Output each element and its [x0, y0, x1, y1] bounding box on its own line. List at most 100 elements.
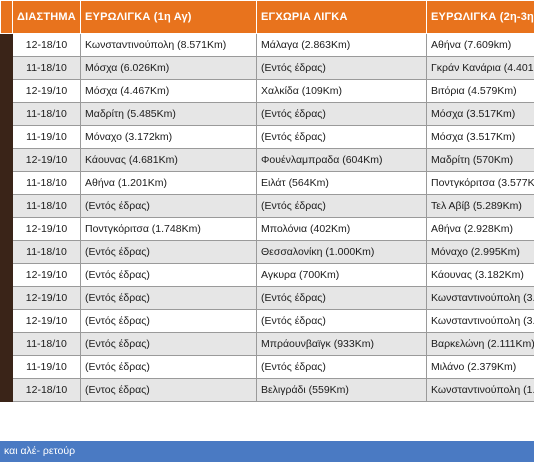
table-row: 12-19/10 (Εντός έδρας) (Εντός έδρας) Κωνστα…: [0, 286, 534, 310]
euroleague-2nd-3rd-game-cell: Ποντγκόριτσα (3.577Km): [426, 171, 534, 195]
table-row: 11-18/10 (Εντός έδρας) Μπράουνβαϊγκ (933Km…: [0, 332, 534, 356]
euroleague-2nd-3rd-game-cell: Κωνσταντινούπολη (1.645Km): [426, 378, 534, 402]
table-row: 11-18/10 (Εντός έδρας) Θεσσαλονίκη (1.000K…: [0, 240, 534, 264]
table-row: 11-19/10 Μόναχο (3.172km) (Εντός έδρας) Μόσ…: [0, 125, 534, 149]
euroleague-1st-game-cell: (Εντός έδρας): [80, 194, 257, 218]
table-row: 12-19/10 Μόσχα (4.467Km) Χαλκίδα (109Km) Βι…: [0, 79, 534, 103]
table-row: 11-19/10 (Εντός έδρας) (Εντός έδρας) Μιλάνο…: [0, 355, 534, 379]
row-stripe-cell: [0, 309, 13, 333]
domestic-league-cell: Ειλάτ (564Km): [256, 171, 427, 195]
row-stripe-cell: [0, 56, 13, 80]
period-cell: 11-18/10: [12, 56, 81, 80]
travel-schedule-table: ΔΙΑΣΤΗΜΑ ΕΥΡΩΛΙΓΚΑ (1η Αγ) ΕΓΧΩΡΙΑ ΛΙΓΚΑ…: [0, 0, 534, 402]
period-cell: 12-19/10: [12, 148, 81, 172]
euroleague-1st-game-cell: (Εντός έδρας): [80, 332, 257, 356]
period-cell: 12-19/10: [12, 309, 81, 333]
period-cell: 11-18/10: [12, 240, 81, 264]
domestic-league-cell: (Εντός έδρας): [256, 125, 427, 149]
period-cell: 11-18/10: [12, 332, 81, 356]
table-row: 12-19/10 Κάουνας (4.681Km) Φουένλαμπραδα (…: [0, 148, 534, 172]
euroleague-2nd-3rd-game-cell: Μιλάνο (2.379Km): [426, 355, 534, 379]
euroleague-2nd-3rd-game-cell: Βιτόρια (4.579Km): [426, 79, 534, 103]
period-cell: 11-18/10: [12, 102, 81, 126]
euroleague-2nd-3rd-game-cell: Αθήνα (2.928Km): [426, 217, 534, 241]
domestic-league-cell: (Εντός έδρας): [256, 194, 427, 218]
row-stripe-cell: [0, 79, 13, 103]
euroleague-1st-game-cell: Μόσχα (4.467Km): [80, 79, 257, 103]
row-stripe-cell: [0, 263, 13, 287]
domestic-league-cell: (Εντός έδρας): [256, 286, 427, 310]
table-row: 11-18/10 Αθήνα (1.201Km) Ειλάτ (564Km) Ποντ…: [0, 171, 534, 195]
domestic-league-cell: (Εντός έδρας): [256, 102, 427, 126]
euroleague-2nd-3rd-game-cell: Αθήνα (7.609km): [426, 33, 534, 57]
domestic-league-cell: Θεσσαλονίκη (1.000Km): [256, 240, 427, 264]
euroleague-1st-game-cell: Κωνσταντινούπολη (8.571Km): [80, 33, 257, 57]
domestic-league-cell: (Εντός έδρας): [256, 355, 427, 379]
euroleague-1st-game-cell: (Εντος έδρας): [80, 378, 257, 402]
euroleague-1st-game-cell: Κάουνας (4.681Km): [80, 148, 257, 172]
row-stripe-cell: [0, 148, 13, 172]
euroleague-2nd-3rd-game-cell: Κωνσταντινούπολη (3.182Km): [426, 309, 534, 333]
table-footer-note: και αλέ- ρετούρ: [0, 441, 534, 462]
euroleague-1st-game-cell: (Εντός έδρας): [80, 240, 257, 264]
header-euroleague-1st-game: ΕΥΡΩΛΙΓΚΑ (1η Αγ): [80, 0, 257, 34]
table-row: 12-18/10 (Εντος έδρας) Βελιγράδι (559Km) Κω…: [0, 378, 534, 402]
period-cell: 11-19/10: [12, 355, 81, 379]
euroleague-2nd-3rd-game-cell: Μόναχο (2.995Km): [426, 240, 534, 264]
row-stripe-cell: [0, 332, 13, 356]
domestic-league-cell: (Εντός έδρας): [256, 309, 427, 333]
euroleague-2nd-3rd-game-cell: Μαδρίτη (570Km): [426, 148, 534, 172]
euroleague-2nd-3rd-game-cell: Βαρκελώνη (2.111Km): [426, 332, 534, 356]
table-row: 11-18/10 (Εντός έδρας) (Εντός έδρας) Τελ Αβ…: [0, 194, 534, 218]
header-domestic-league: ΕΓΧΩΡΙΑ ΛΙΓΚΑ: [256, 0, 427, 34]
row-stripe-cell: [0, 217, 13, 241]
table-row: 12-18/10 Κωνσταντινούπολη (8.571Km) Μάλαγα…: [0, 33, 534, 57]
table-row: 11-18/10 Μαδρίτη (5.485Km) (Εντός έδρας) Μό…: [0, 102, 534, 126]
euroleague-1st-game-cell: Ποντγκόριτσα (1.748Km): [80, 217, 257, 241]
euroleague-1st-game-cell: Αθήνα (1.201Km): [80, 171, 257, 195]
domestic-league-cell: Αγκυρα (700Km): [256, 263, 427, 287]
euroleague-1st-game-cell: Μαδρίτη (5.485Km): [80, 102, 257, 126]
table-row: 12-19/10 Ποντγκόριτσα (1.748Km) Μπολόνια (…: [0, 217, 534, 241]
euroleague-2nd-3rd-game-cell: Μόσχα (3.517Km): [426, 125, 534, 149]
row-stripe-cell: [0, 33, 13, 57]
table-row: 12-19/10 (Εντός έδρας) Αγκυρα (700Km) Κάουν…: [0, 263, 534, 287]
period-cell: 12-19/10: [12, 286, 81, 310]
table-row: 12-19/10 (Εντός έδρας) (Εντός έδρας) Κωνστα…: [0, 309, 534, 333]
row-stripe-cell: [0, 171, 13, 195]
domestic-league-cell: Φουένλαμπραδα (604Km): [256, 148, 427, 172]
euroleague-1st-game-cell: (Εντός έδρας): [80, 309, 257, 333]
period-cell: 12-19/10: [12, 217, 81, 241]
euroleague-2nd-3rd-game-cell: Μόσχα (3.517Km): [426, 102, 534, 126]
table-row: 11-18/10 Μόσχα (6.026Km) (Εντός έδρας) Γκρά…: [0, 56, 534, 80]
row-stripe-cell: [0, 355, 13, 379]
header-row: ΔΙΑΣΤΗΜΑ ΕΥΡΩΛΙΓΚΑ (1η Αγ) ΕΓΧΩΡΙΑ ΛΙΓΚΑ…: [0, 0, 534, 34]
header-period: ΔΙΑΣΤΗΜΑ: [12, 0, 81, 34]
table-body: 12-18/10 Κωνσταντινούπολη (8.571Km) Μάλαγα…: [0, 33, 534, 402]
row-stripe-cell: [0, 102, 13, 126]
euroleague-2nd-3rd-game-cell: Κάουνας (3.182Km): [426, 263, 534, 287]
row-stripe-cell: [0, 240, 13, 264]
header-stripe-cell: [0, 0, 13, 34]
euroleague-2nd-3rd-game-cell: Τελ Αβίβ (5.289Km): [426, 194, 534, 218]
row-stripe-cell: [0, 125, 13, 149]
domestic-league-cell: (Εντός έδρας): [256, 56, 427, 80]
euroleague-1st-game-cell: (Εντός έδρας): [80, 286, 257, 310]
header-euroleague-2nd-3rd-game: ΕΥΡΩΛΙΓΚΑ (2η-3η Αγ): [426, 0, 534, 34]
domestic-league-cell: Μπράουνβαϊγκ (933Km): [256, 332, 427, 356]
period-cell: 11-18/10: [12, 171, 81, 195]
period-cell: 11-18/10: [12, 194, 81, 218]
row-stripe-cell: [0, 378, 13, 402]
row-stripe-cell: [0, 194, 13, 218]
euroleague-1st-game-cell: (Εντός έδρας): [80, 355, 257, 379]
period-cell: 11-19/10: [12, 125, 81, 149]
row-stripe-cell: [0, 286, 13, 310]
domestic-league-cell: Μάλαγα (2.863Km): [256, 33, 427, 57]
period-cell: 12-18/10: [12, 33, 81, 57]
euroleague-1st-game-cell: Μόναχο (3.172km): [80, 125, 257, 149]
period-cell: 12-19/10: [12, 79, 81, 103]
euroleague-1st-game-cell: Μόσχα (6.026Km): [80, 56, 257, 80]
period-cell: 12-19/10: [12, 263, 81, 287]
domestic-league-cell: Βελιγράδι (559Km): [256, 378, 427, 402]
